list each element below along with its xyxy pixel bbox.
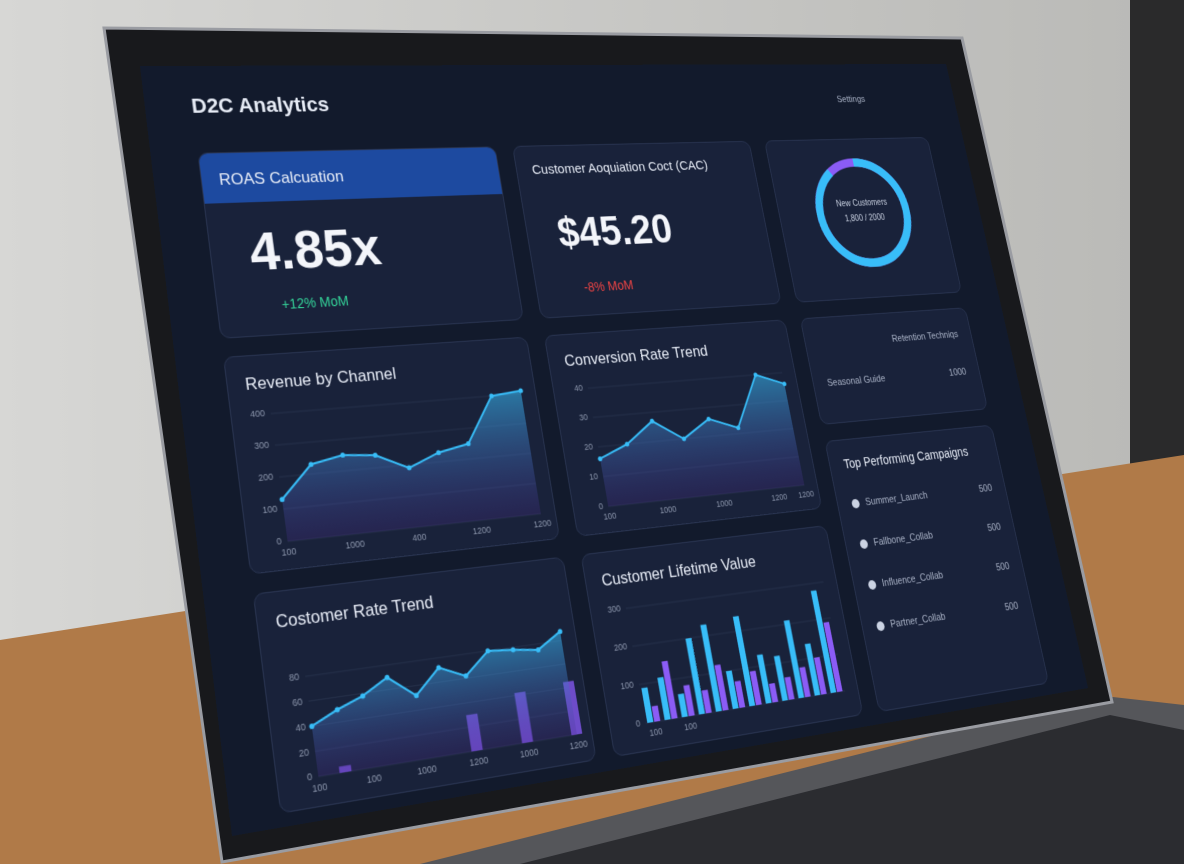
donut-label: New Customers	[835, 198, 888, 209]
donut-card: New Customers 1,800 / 2000	[764, 137, 962, 303]
card-title: ROAS Calcuation	[218, 167, 345, 189]
y-tick-label: 200	[258, 472, 274, 484]
card-title: Revenue by Channel	[244, 364, 397, 395]
campaign-cell: 500	[1004, 600, 1019, 613]
y-tick-label: 100	[620, 679, 635, 691]
campaign-cell: Fallbone_Collab	[873, 530, 934, 548]
x-tick-label: 1200	[533, 518, 552, 530]
chart-card: Revenue by Channel 0 100 200 300 400 100 1000 40…	[223, 337, 560, 575]
plot: 0 100 200 300 100 100	[597, 573, 856, 746]
campaign-row: Partner_Collab 500	[876, 600, 1020, 632]
campaign-row: Summer_Launch 500	[851, 483, 993, 510]
app-title: D2C Analytics	[190, 93, 330, 119]
plot: 0 10 20 30 40 100 1000 1000 1200 1200	[560, 365, 816, 527]
y-tick-label: 80	[288, 671, 300, 684]
campaign-cell: 500	[978, 483, 993, 495]
campaigns-card: Top Performing Campaigns Summer_Launch 50…	[824, 425, 1049, 712]
x-tick-label: 1000	[715, 498, 733, 509]
grid-line	[632, 618, 830, 646]
panel-cell: 1000	[948, 367, 967, 379]
donut-value-label: 1,800 / 2000	[844, 213, 886, 224]
campaign-cell: 500	[986, 522, 1001, 534]
campaign-cell: 500	[995, 561, 1010, 574]
area-fill	[588, 373, 804, 507]
side-panel: Retention Techniqs Seasonal Guide 1000	[800, 307, 988, 425]
chart-card: Customer Lifetime Value 0 100 200 300 100 100	[581, 525, 864, 757]
campaign-cell: Influence_Collab	[881, 570, 944, 589]
card-title: Customer Aoquiation Coct (CAC)	[531, 158, 709, 178]
y-tick-label: 400	[250, 408, 266, 420]
campaign-icon	[876, 621, 886, 632]
panel-cell: Retention Techniqs	[891, 329, 959, 344]
y-tick-label: 10	[589, 471, 599, 482]
y-tick-label: 0	[276, 536, 282, 547]
plot: 0 20 40 60 80 100 100 1000 1200 1000 1200	[269, 608, 589, 802]
x-tick-label: 1000	[519, 746, 539, 760]
x-tick-label: 100	[366, 772, 382, 786]
x-tick-label: 1200	[798, 489, 815, 500]
campaign-row: Influence_Collab 500	[867, 561, 1010, 591]
roas-card: ROAS Calcuation 4.85x +12% MoM	[197, 146, 524, 338]
card-title: Top Performing Campaigns	[842, 444, 969, 471]
x-tick-label: 1200	[472, 525, 492, 537]
chart-card: Conversion Rate Trend 0 10 20 30 40 100 1000 100…	[544, 319, 823, 536]
panel-row: Retention Techniqs	[818, 329, 956, 339]
y-tick-label: 20	[583, 442, 593, 453]
kpi-change: +12% MoM	[281, 293, 350, 312]
x-tick-label: 400	[412, 532, 428, 544]
x-tick-label: 1000	[417, 763, 438, 777]
x-tick-label: 100	[603, 511, 618, 522]
y-tick-label: 100	[262, 504, 278, 516]
y-tick-label: 0	[306, 771, 313, 783]
x-tick-label: 1200	[771, 492, 789, 503]
x-tick-label: 1200	[469, 755, 490, 769]
y-tick-label: 0	[635, 718, 641, 729]
donut-chart: New Customers 1,800 / 2000	[765, 138, 962, 303]
card-title: Costomer Rate Trend	[274, 592, 434, 633]
campaign-icon	[859, 539, 868, 549]
card-title: Conversion Rate Trend	[563, 342, 709, 371]
y-tick-label: 0	[598, 501, 604, 511]
x-tick-label: 100	[312, 781, 329, 795]
campaign-row: Fallbone_Collab 500	[859, 522, 1002, 551]
bar	[641, 687, 653, 723]
settings-button[interactable]: Settings	[836, 95, 866, 105]
y-tick-label: 300	[607, 603, 622, 615]
y-tick-label: 30	[578, 412, 588, 422]
kpi-value: $45.20	[554, 204, 676, 257]
x-tick-label: 1000	[345, 538, 366, 551]
chart-card: Costomer Rate Trend 0 20 40 60 80 100 100 1000 12…	[253, 557, 597, 814]
grid-line	[626, 582, 824, 609]
panel-cell: Seasonal Guide	[826, 373, 886, 388]
kpi-change: -8% MoM	[583, 277, 635, 294]
x-tick-label: 1000	[659, 504, 677, 516]
x-tick-label: 1200	[569, 738, 589, 752]
y-tick-label: 40	[573, 383, 583, 393]
plot: 0100200300400100100040012001200	[238, 385, 552, 564]
x-tick-label: 100	[281, 546, 297, 558]
campaign-icon	[851, 499, 860, 509]
y-tick-label: 200	[613, 641, 628, 653]
y-tick-label: 60	[292, 696, 304, 709]
cac-card: Customer Aoquiation Coct (CAC) $45.20 -8…	[512, 141, 782, 319]
kpi-value: 4.85x	[245, 215, 384, 283]
dark-wall	[1130, 0, 1184, 470]
y-tick-label: 300	[254, 440, 270, 452]
campaign-cell: Partner_Collab	[889, 611, 946, 630]
panel-row: Seasonal Guide 1000	[826, 367, 967, 389]
y-tick-label: 40	[295, 721, 307, 734]
x-tick-label: 100	[683, 720, 698, 733]
campaign-cell: Summer_Launch	[864, 490, 928, 508]
x-tick-label: 100	[649, 726, 664, 739]
y-tick-label: 20	[298, 746, 310, 759]
campaign-icon	[867, 580, 876, 590]
